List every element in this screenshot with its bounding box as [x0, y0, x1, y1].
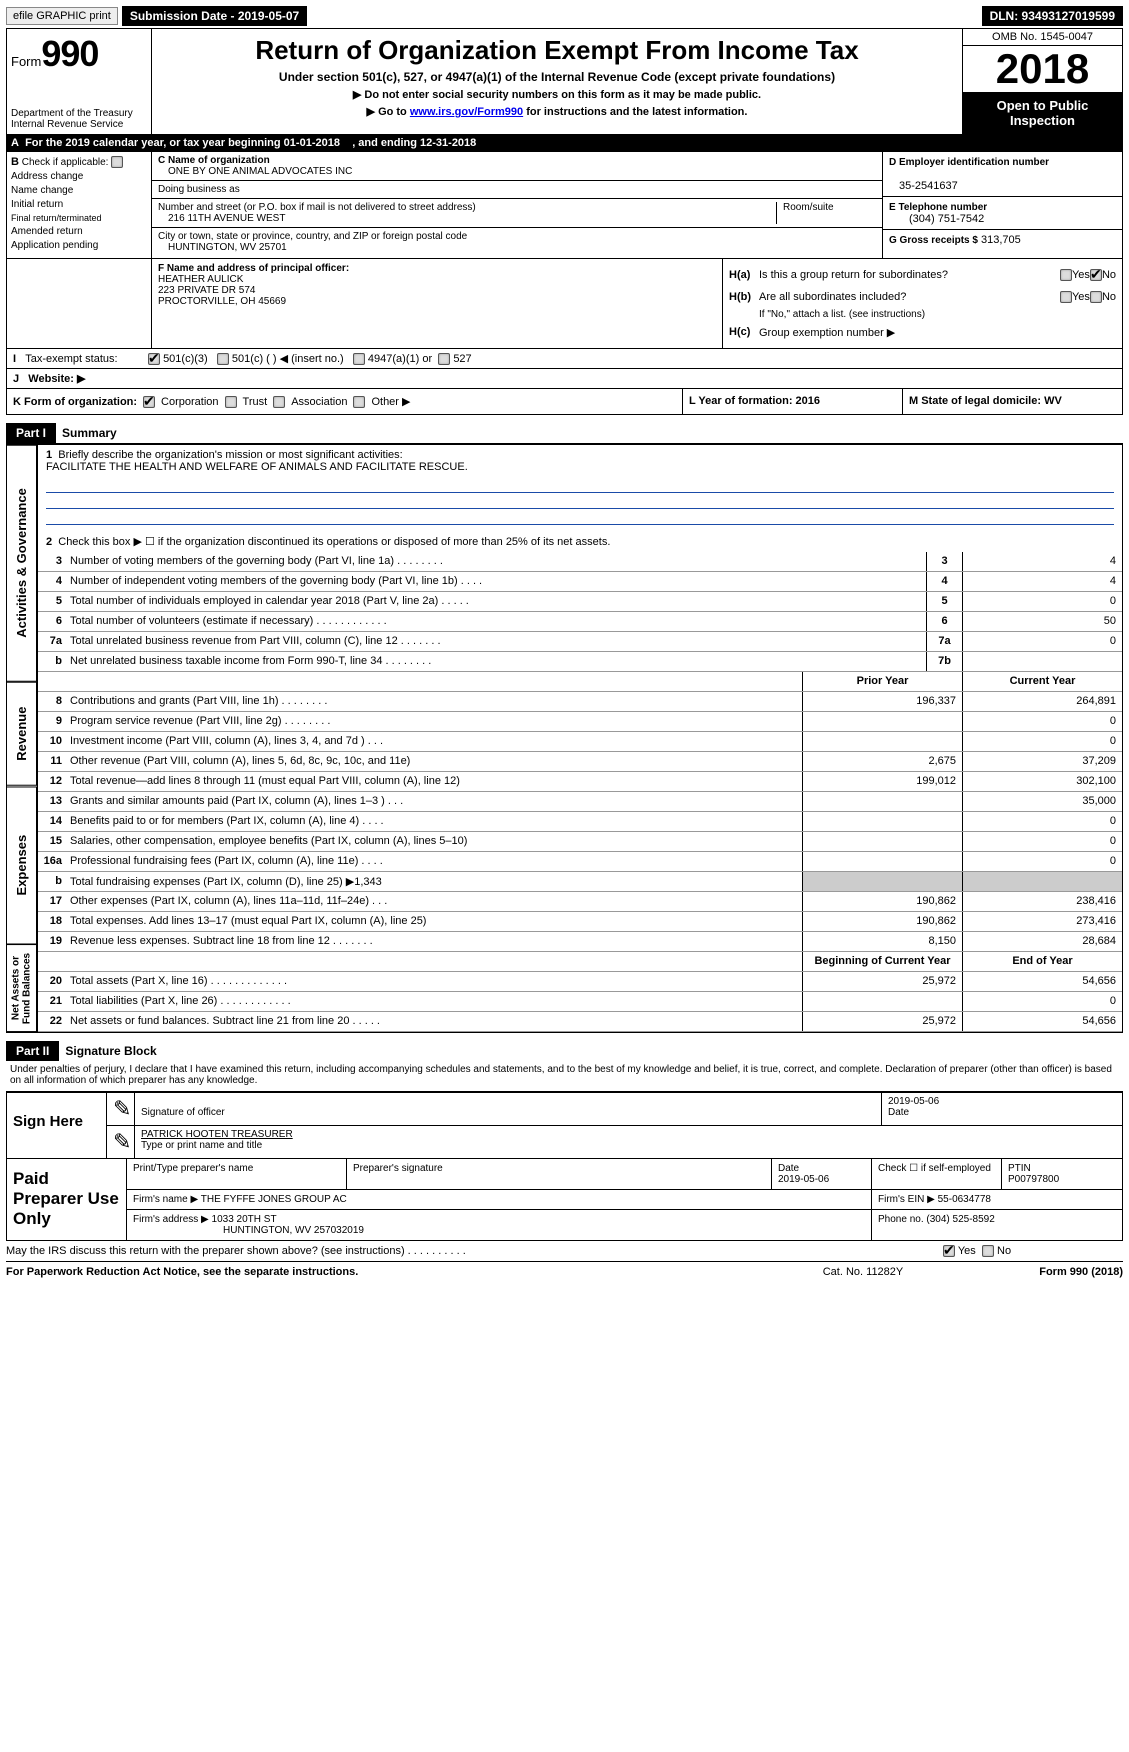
part1-header: Part ISummary [6, 415, 1123, 443]
revenue-header: Prior Year Current Year [38, 672, 1122, 692]
section-bcd: B Check if applicable: Address change Na… [6, 152, 1123, 259]
data-line: 16aProfessional fundraising fees (Part I… [38, 852, 1122, 872]
department: Department of the Treasury Internal Reve… [11, 108, 147, 130]
data-line: 9Program service revenue (Part VIII, lin… [38, 712, 1122, 732]
row-j: J Website: ▶ [6, 369, 1123, 389]
data-line: 18Total expenses. Add lines 13–17 (must … [38, 912, 1122, 932]
omb-number: OMB No. 1545-0047 [963, 29, 1122, 46]
data-line: 15Salaries, other compensation, employee… [38, 832, 1122, 852]
data-line: 22Net assets or fund balances. Subtract … [38, 1012, 1122, 1032]
perjury-text: Under penalties of perjury, I declare th… [6, 1061, 1123, 1089]
form-title: Return of Organization Exempt From Incom… [158, 35, 956, 66]
discuss-row: May the IRS discuss this return with the… [6, 1241, 1123, 1262]
line-1: 1 Briefly describe the organization's mi… [38, 445, 1122, 477]
row-klm: K Form of organization: Corporation Trus… [6, 389, 1123, 415]
form-note2: ▶ Go to www.irs.gov/Form990 for instruct… [158, 105, 956, 118]
sign-here-label: Sign Here [7, 1093, 107, 1158]
dln: DLN: 93493127019599 [982, 6, 1123, 26]
net-header: Beginning of Current Year End of Year [38, 952, 1122, 972]
tab-governance: Activities & Governance [7, 445, 37, 682]
col-b: B Check if applicable: Address change Na… [7, 152, 152, 258]
irs-link[interactable]: www.irs.gov/Form990 [410, 106, 523, 118]
paid-preparer-label: Paid Preparer Use Only [7, 1159, 127, 1240]
part1-body: Activities & Governance Revenue Expenses… [6, 443, 1123, 1033]
gov-line: 5Total number of individuals employed in… [38, 592, 1122, 612]
submission-date: Submission Date - 2019-05-07 [122, 6, 307, 26]
data-line: 17Other expenses (Part IX, column (A), l… [38, 892, 1122, 912]
tab-net-assets: Net Assets or Fund Balances [7, 944, 37, 1032]
gov-line: 3Number of voting members of the governi… [38, 552, 1122, 572]
data-line: 8Contributions and grants (Part VIII, li… [38, 692, 1122, 712]
row-fh: F Name and address of principal officer:… [6, 259, 1123, 349]
data-line: 14Benefits paid to or for members (Part … [38, 812, 1122, 832]
footer: For Paperwork Reduction Act Notice, see … [6, 1262, 1123, 1282]
col-c: C Name of organizationONE BY ONE ANIMAL … [152, 152, 882, 258]
gov-line: 6Total number of volunteers (estimate if… [38, 612, 1122, 632]
form-note1: ▶ Do not enter social security numbers o… [158, 88, 956, 101]
top-bar: efile GRAPHIC print Submission Date - 20… [6, 6, 1123, 26]
data-line: 12Total revenue—add lines 8 through 11 (… [38, 772, 1122, 792]
open-to-public: Open to Public Inspection [963, 92, 1122, 134]
row-a: A For the 2019 calendar year, or tax yea… [6, 135, 1123, 152]
form-number: Form990 [11, 33, 147, 75]
paid-preparer-block: Paid Preparer Use Only Print/Type prepar… [6, 1159, 1123, 1241]
data-line: 19Revenue less expenses. Subtract line 1… [38, 932, 1122, 952]
part2-header: Part IISignature Block [6, 1033, 1123, 1061]
line-2: 2 Check this box ▶ ☐ if the organization… [38, 531, 1122, 552]
col-d: D Employer identification number35-25416… [882, 152, 1122, 258]
efile-button[interactable]: efile GRAPHIC print [6, 7, 118, 25]
tab-revenue: Revenue [7, 682, 37, 786]
gov-line: bNet unrelated business taxable income f… [38, 652, 1122, 672]
data-line: 21Total liabilities (Part X, line 26) . … [38, 992, 1122, 1012]
data-line: 11Other revenue (Part VIII, column (A), … [38, 752, 1122, 772]
data-line: 13Grants and similar amounts paid (Part … [38, 792, 1122, 812]
gov-line: 4Number of independent voting members of… [38, 572, 1122, 592]
tax-year: 2018 [963, 46, 1122, 92]
form-subtitle: Under section 501(c), 527, or 4947(a)(1)… [158, 70, 956, 84]
data-line: 10Investment income (Part VIII, column (… [38, 732, 1122, 752]
data-line: 20Total assets (Part X, line 16) . . . .… [38, 972, 1122, 992]
data-line: bTotal fundraising expenses (Part IX, co… [38, 872, 1122, 892]
form-header: Form990 Department of the Treasury Inter… [6, 28, 1123, 135]
tab-expenses: Expenses [7, 786, 37, 944]
gov-line: 7aTotal unrelated business revenue from … [38, 632, 1122, 652]
row-i: I Tax-exempt status: 501(c)(3) 501(c) ( … [6, 349, 1123, 369]
sign-here-block: Sign Here ✎ Signature of officer 2019-05… [6, 1091, 1123, 1159]
